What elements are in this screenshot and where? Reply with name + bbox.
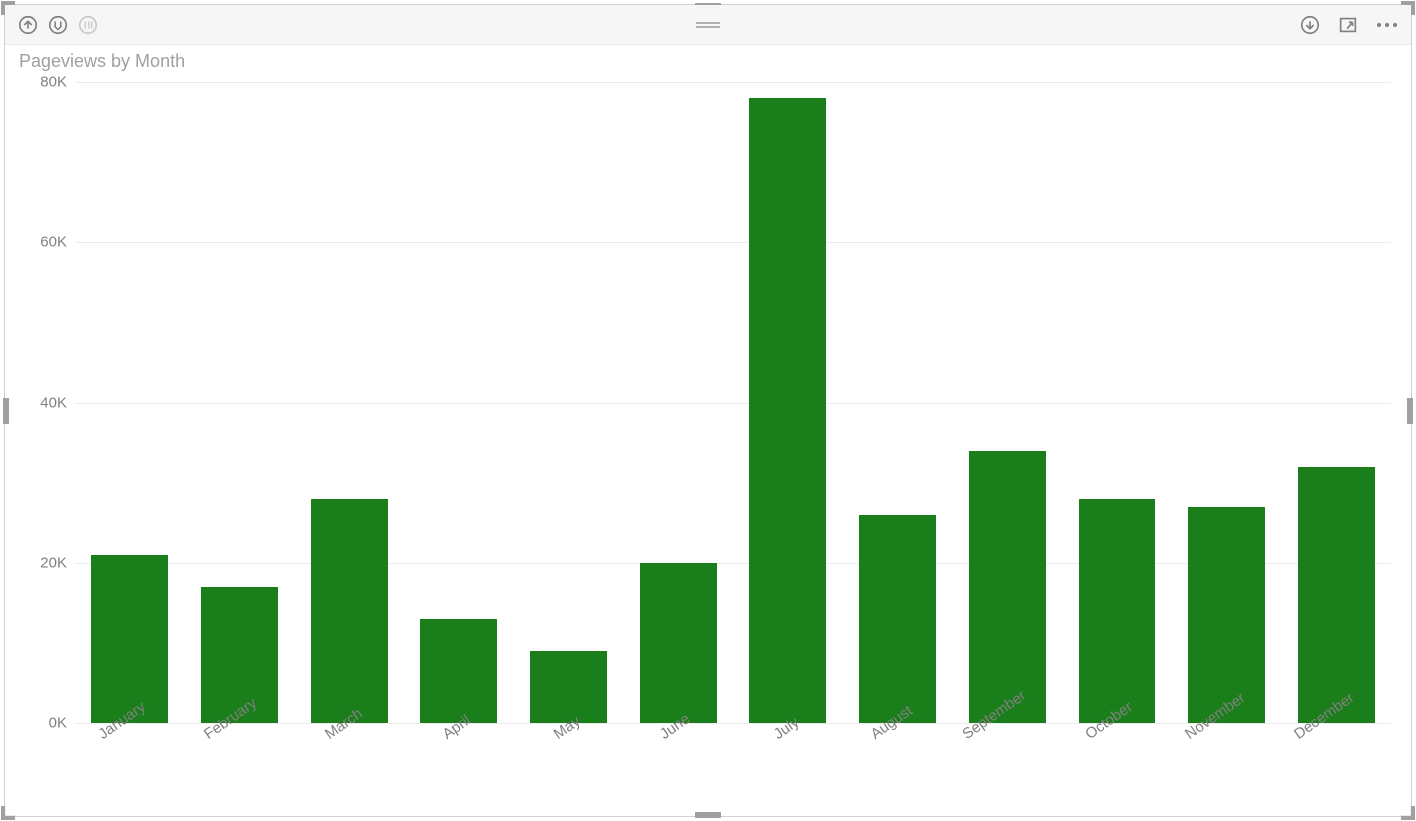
y-tick-label: 60K: [40, 234, 67, 251]
drill-up-icon[interactable]: [15, 12, 41, 38]
bar-slot: [1062, 82, 1172, 723]
bar-slot: [185, 82, 295, 723]
x-label-slot: November: [1172, 723, 1282, 803]
bar-slot: [952, 82, 1062, 723]
export-icon[interactable]: [1297, 12, 1323, 38]
focus-mode-icon[interactable]: [1335, 12, 1361, 38]
bar-slot: [294, 82, 404, 723]
bar[interactable]: [530, 651, 607, 723]
x-label-slot: December: [1281, 723, 1391, 803]
visual-container: Pageviews by Month 0K 20K 40K 60K 80K Januar…: [4, 4, 1412, 817]
y-tick-label: 40K: [40, 394, 67, 411]
x-label-slot: July: [733, 723, 843, 803]
bar[interactable]: [749, 98, 826, 723]
x-axis: JanuaryFebruaryMarchAprilMayJuneJulyAugu…: [75, 723, 1391, 803]
bar[interactable]: [640, 563, 717, 723]
drag-grip-icon[interactable]: [696, 22, 720, 28]
bars: [75, 82, 1391, 723]
bar-slot: [1281, 82, 1391, 723]
y-axis: 0K20K40K60K80K: [15, 82, 75, 723]
plot: 0K20K40K60K80K JanuaryFebruaryMarchApril…: [15, 82, 1391, 803]
drill-down-icon[interactable]: [45, 12, 71, 38]
y-tick-label: 20K: [40, 554, 67, 571]
chart-area: 0K 20K 40K 60K 80K JanuaryFebruaryMarchApril…: [5, 74, 1411, 813]
x-label-slot: June: [623, 723, 733, 803]
x-label-slot: October: [1062, 723, 1172, 803]
bar[interactable]: [1188, 507, 1265, 723]
bar-slot: [514, 82, 624, 723]
bar[interactable]: [311, 499, 388, 723]
bar-slot: [733, 82, 843, 723]
more-options-icon[interactable]: [1373, 23, 1401, 27]
bar[interactable]: [91, 555, 168, 723]
bar-slot: [843, 82, 953, 723]
x-label-slot: April: [404, 723, 514, 803]
visual-toolbar: [5, 5, 1411, 45]
toolbar-right-group: [1297, 12, 1401, 38]
bar[interactable]: [1298, 467, 1375, 723]
x-label-slot: May: [514, 723, 624, 803]
toolbar-left-group: [15, 12, 101, 38]
y-tick-label: 0K: [49, 715, 67, 732]
x-label-slot: September: [952, 723, 1062, 803]
bar[interactable]: [1079, 499, 1156, 723]
bar[interactable]: [420, 619, 497, 723]
bar[interactable]: [969, 451, 1046, 723]
bar-slot: [75, 82, 185, 723]
x-label-slot: August: [843, 723, 953, 803]
bar[interactable]: [859, 515, 936, 723]
x-label-slot: February: [185, 723, 295, 803]
y-tick-label: 80K: [40, 74, 67, 91]
bar-slot: [623, 82, 733, 723]
bar-slot: [404, 82, 514, 723]
x-label-slot: March: [294, 723, 404, 803]
chart-title: Pageviews by Month: [5, 45, 1411, 74]
bar-slot: [1172, 82, 1282, 723]
x-label-slot: January: [75, 723, 185, 803]
expand-hierarchy-icon[interactable]: [75, 12, 101, 38]
